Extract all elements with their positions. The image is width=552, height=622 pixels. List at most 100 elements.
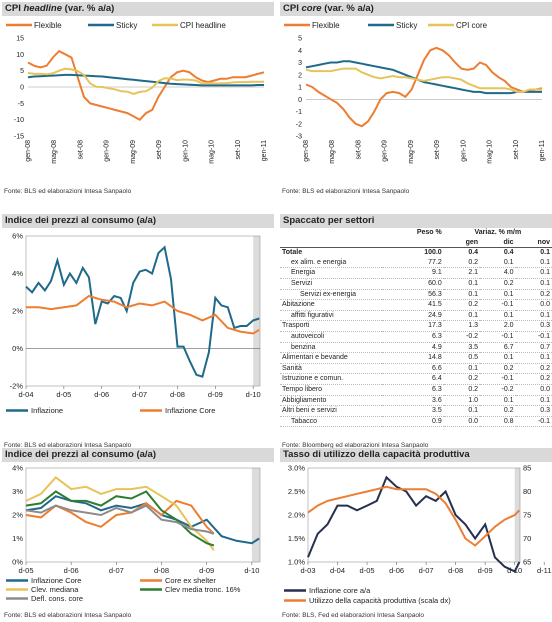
x-tick-label: mag-09: [130, 140, 137, 164]
y-tick-label: 3%: [12, 487, 23, 496]
cell-label: Abbigliamento: [280, 395, 382, 407]
cell-peso: 6.6: [382, 363, 444, 375]
x-tick-label: d-11: [537, 566, 551, 575]
x-tick-label: d-06: [94, 390, 109, 399]
cell-peso: 3.6: [382, 395, 444, 407]
cell-nov: 0.1: [515, 247, 552, 258]
y-tick-label: 5: [20, 68, 24, 75]
legend-label: Utilizzo della capacità produttiva (scal…: [309, 596, 451, 605]
table-row: Totale 100.0 0.4 0.4 0.1: [280, 247, 552, 258]
cell-label: Tabacco: [280, 416, 382, 428]
cell-gen: -0.2: [443, 331, 481, 343]
x-tick-label: gen-08: [303, 140, 310, 162]
y-tick-label: 0: [298, 97, 302, 104]
cell-dic: 2.0: [480, 320, 516, 332]
x-tick-label: gen-11: [261, 140, 268, 161]
x-tick-label: mag-09: [408, 140, 415, 164]
table-row: Alimentari e bevande 14.8 0.5 0.1 0.1: [280, 352, 552, 364]
cell-label: Alimentari e bevande: [280, 352, 382, 364]
cell-nov: 0.3: [515, 320, 552, 332]
cell-gen: 1.3: [443, 320, 481, 332]
cell-nov: 0.0: [515, 384, 552, 396]
legend-label: Sticky: [396, 21, 417, 30]
legend-label: Flexible: [312, 21, 340, 30]
cell-label: affitti figurativi: [280, 310, 382, 322]
cell-gen: 0.1: [443, 363, 481, 375]
y-tick-label: -2%: [10, 382, 24, 391]
cell-dic: 0.1: [480, 289, 516, 301]
x-tick-label: gen-10: [182, 140, 189, 162]
table-row: Sanità 6.6 0.1 0.2 0.2: [280, 363, 552, 375]
y-tick-label: 0%: [12, 558, 23, 567]
y2-tick-label: 75: [523, 511, 531, 520]
legend-label: CPI core: [456, 21, 488, 30]
cell-gen: 0.1: [443, 289, 481, 301]
y-tick-label: -2: [296, 121, 302, 128]
x-tick-label: d-10: [244, 566, 259, 575]
panel-cpi-headline: CPI headline (var. % a/a) -15 -10 -5 0 5 10 15…: [2, 2, 274, 197]
cell-dic: 0.2: [480, 363, 516, 375]
cell-gen: 0.1: [443, 278, 481, 290]
cell-peso: 14.8: [382, 352, 444, 364]
cell-label: Altri beni e servizi: [280, 405, 382, 417]
x-tick-label: set-08: [355, 140, 362, 160]
cell-nov: 0.0: [515, 299, 552, 311]
cell-gen: 0.4: [443, 247, 481, 258]
col-dic: dic: [503, 238, 514, 246]
table-row: Altri beni e servizi 3.5 0.1 0.2 0.3: [280, 405, 552, 417]
cell-peso: 6.3: [382, 331, 444, 343]
panel-cpi-core-measures: Indice dei prezzi al consumo (a/a) 0% 1% 2…: [2, 448, 274, 622]
cell-dic: 4.0: [480, 267, 516, 279]
chart-cpi-yoy: -2%0%2%4%6%d-04d-05d-06d-07d-08d-09d-10d…: [6, 232, 261, 415]
cell-dic: 0.4: [480, 247, 516, 258]
cell-gen: 0.0: [443, 416, 481, 428]
plot-frame: [25, 235, 261, 387]
cell-nov: 0.2: [515, 289, 552, 301]
cell-dic: 0.1: [480, 257, 516, 269]
cell-peso: 0.9: [382, 416, 444, 428]
panel-cpi-core: CPI core (var. % a/a) -3 -2 -1 0 1 2 3 4 5 gen-08…: [280, 2, 552, 197]
table-row: Abitazione 41.5 0.2 -0.1 0.0: [280, 299, 552, 311]
y-tick-label: -10: [14, 117, 24, 124]
x-tick-label: d-05: [18, 566, 33, 575]
x-tick-label: gen-11: [539, 140, 546, 161]
x-tick-label: set-10: [235, 140, 242, 160]
col-gen: gen: [465, 238, 479, 246]
x-tick-label: d-06: [64, 566, 79, 575]
cell-peso: 77.2: [382, 257, 444, 269]
x-tick-label: mag-10: [209, 140, 216, 164]
x-tick-label: d-09: [478, 566, 493, 575]
cell-gen: 0.2: [443, 384, 481, 396]
y-tick-label: 3: [298, 60, 302, 67]
panel-capacity-utilization: Tasso di utilizzo della capacità produtt…: [280, 448, 552, 622]
cell-label: Servizi: [280, 278, 382, 290]
y-tick-label: 1.0%: [288, 558, 305, 567]
x-tick-label: d-10: [246, 390, 261, 399]
cell-label: Servizi ex-energia: [280, 289, 382, 301]
x-tick-label: d-09: [208, 390, 223, 399]
y-tick-label: 10: [16, 52, 24, 59]
cell-nov: 0.1: [515, 257, 552, 269]
legend-label: Inflazione core a/a: [309, 586, 371, 595]
y-tick-label: 3.0%: [288, 464, 305, 473]
cell-gen: 0.2: [443, 299, 481, 311]
series-line: [305, 60, 542, 95]
x-tick-label: d-07: [109, 566, 124, 575]
title-part: (var. % a/a): [321, 3, 374, 14]
cell-label: Tempo libero: [280, 384, 382, 396]
col-nov: nov: [537, 238, 550, 246]
chart-capacity-utilization: 1.0% 1.5% 2.0% 2.5% 3.0% 65 70 75 80 85 d-03 d-04 d-…: [284, 464, 551, 605]
cell-gen: 0.5: [443, 352, 481, 364]
y2-tick-label: 80: [523, 487, 531, 496]
panel-sector-breakdown: Spaccato per settori Peso % Variaz. % m/…: [280, 214, 552, 450]
cell-label: autoveicoli: [280, 331, 382, 343]
cell-dic: 0.2: [480, 278, 516, 290]
series-line: [27, 49, 265, 121]
y-tick-label: 4%: [12, 269, 23, 278]
cell-label: Sanità: [280, 363, 382, 375]
cell-dic: 6.7: [480, 342, 516, 354]
x-tick-label: gen-10: [460, 140, 467, 162]
cell-label: Istruzione e comun.: [280, 373, 382, 385]
source-note: Fonte: BLS ed elaborazioni Intesa Sanpao…: [4, 442, 132, 449]
series-line: [26, 294, 260, 335]
